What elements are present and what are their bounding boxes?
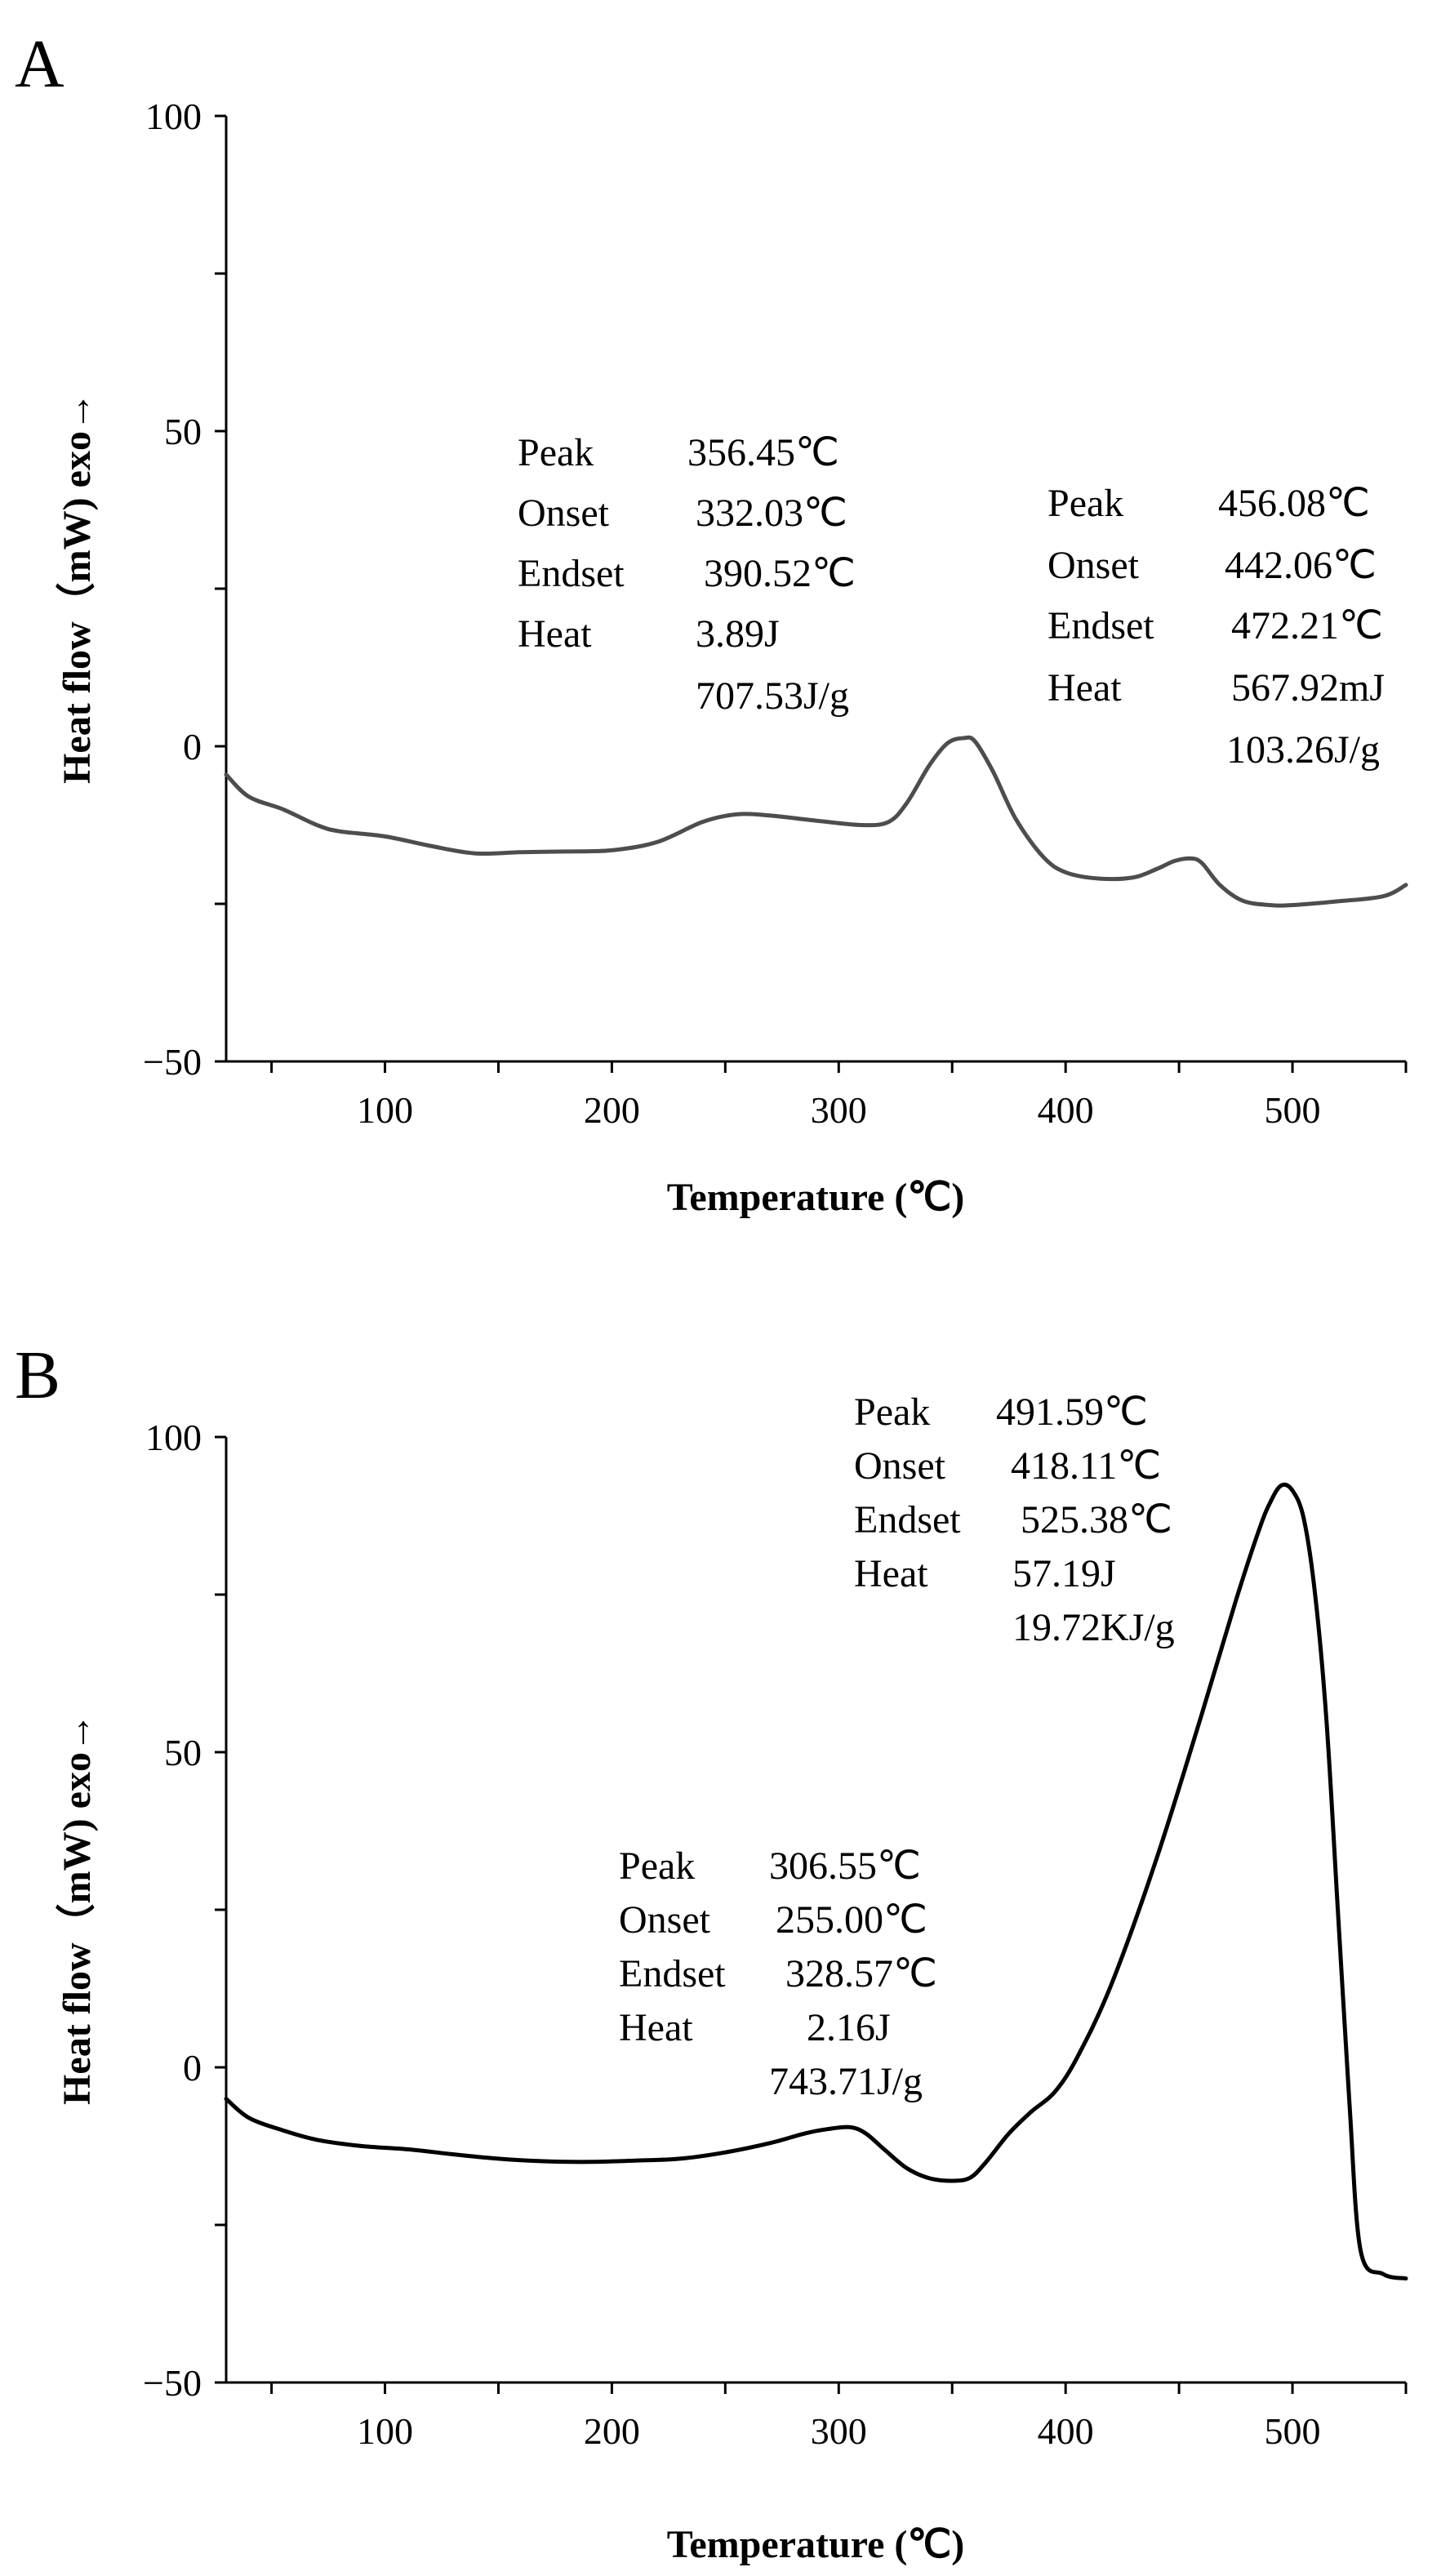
annotation-value: 356.45℃ [687,431,839,474]
panel-b-annotation-peak-small: Peak 306.55℃ Onset 255.00℃ Endset 328.57… [619,1844,937,2103]
y-tick-label: 0 [183,726,202,767]
panel-a-letter: A [15,26,64,102]
y-tick-label: 100 [145,1417,202,1458]
y-tick-label: 50 [164,411,202,452]
annotation-value: 743.71J/g [769,2060,923,2103]
annotation-value: 456.08℃ [1218,482,1370,525]
annotation-label: Peak [518,431,594,474]
panel-b-x-axis-title: Temperature (℃) [667,2523,965,2566]
annotation-value: 491.59℃ [996,1390,1148,1434]
panel-a-y-axis-title: Heat flow（mW) exo→ [56,392,99,784]
annotation-value: 332.03℃ [696,492,847,535]
y-tick-label: −50 [143,2362,202,2404]
annotation-value: 255.00℃ [776,1898,927,1942]
annotation-label: Onset [518,492,610,535]
annotation-value: 390.52℃ [704,552,856,595]
annotation-value: 472.21℃ [1231,604,1383,647]
annotation-value: 2.16J [807,2006,891,2049]
annotation-value: 328.57℃ [785,1952,937,1995]
x-tick-label: 500 [1265,2410,1321,2452]
annotation-label: Endset [619,1952,726,1995]
annotation-value: 3.89J [696,612,780,656]
annotation-label: Endset [1047,604,1154,647]
annotation-label: Onset [854,1444,946,1488]
annotation-value: 525.38℃ [1021,1498,1172,1542]
x-tick-label: 500 [1265,1089,1321,1131]
x-tick-label: 400 [1038,1089,1094,1131]
panel-a-annotation-peak1: Peak 356.45℃ Onset 332.03℃ Endset 390.52… [518,431,856,718]
annotation-label: Peak [619,1844,695,1888]
annotation-label: Onset [1047,544,1140,587]
annotation-value: 707.53J/g [696,674,849,718]
y-tick-label: 50 [164,1732,202,1773]
annotation-label: Endset [854,1498,961,1542]
x-tick-label: 100 [357,2410,413,2452]
annotation-label: Peak [1047,482,1123,525]
panel-b-y-axis-title: Heat flow（mW) exo→ [56,1713,99,2105]
y-tick-label: 0 [183,2047,202,2089]
panel-a-x-ticks: 100 200 300 400 500 [270,1061,1408,1131]
panel-a-annotation-peak2: Peak 456.08℃ Onset 442.06℃ Endset 472.21… [1047,482,1385,772]
panel-a-y-ticks: 100 50 0 −50 [143,96,226,1083]
annotation-value: 19.72KJ/g [1012,1606,1175,1649]
annotation-label: Heat [1047,666,1122,710]
annotation-label: Heat [854,1552,928,1595]
annotation-label: Peak [854,1390,930,1434]
annotation-value: 57.19J [1012,1552,1116,1595]
x-tick-label: 200 [584,2410,640,2452]
annotation-value: 418.11℃ [1011,1444,1161,1488]
annotation-value: 442.06℃ [1225,544,1377,587]
y-tick-label: −50 [143,1041,202,1083]
panel-b-x-ticks: 100 200 300 400 500 [270,2382,1408,2452]
panel-b-y-ticks: 100 50 0 −50 [143,1417,226,2404]
panel-b-letter: B [15,1337,60,1413]
x-tick-label: 300 [811,2410,867,2452]
panel-b-dsc-curve [224,1482,1408,2281]
panel-a-x-axis-title: Temperature (℃) [667,1176,965,1219]
x-tick-label: 300 [811,1089,867,1131]
x-tick-label: 100 [357,1089,413,1131]
annotation-label: Heat [518,612,592,656]
x-tick-label: 200 [584,1089,640,1131]
annotation-value: 567.92mJ [1231,666,1385,710]
panel-a-dsc-curve [224,735,1408,908]
annotation-label: Heat [619,2006,693,2049]
annotation-value: 103.26J/g [1226,728,1380,772]
x-tick-label: 400 [1038,2410,1094,2452]
y-tick-label: 100 [145,96,202,137]
panel-b-annotation-peak-main: Peak 491.59℃ Onset 418.11℃ Endset 525.38… [854,1390,1175,1649]
annotation-label: Onset [619,1898,711,1942]
annotation-label: Endset [518,552,625,595]
annotation-value: 306.55℃ [769,1844,921,1888]
